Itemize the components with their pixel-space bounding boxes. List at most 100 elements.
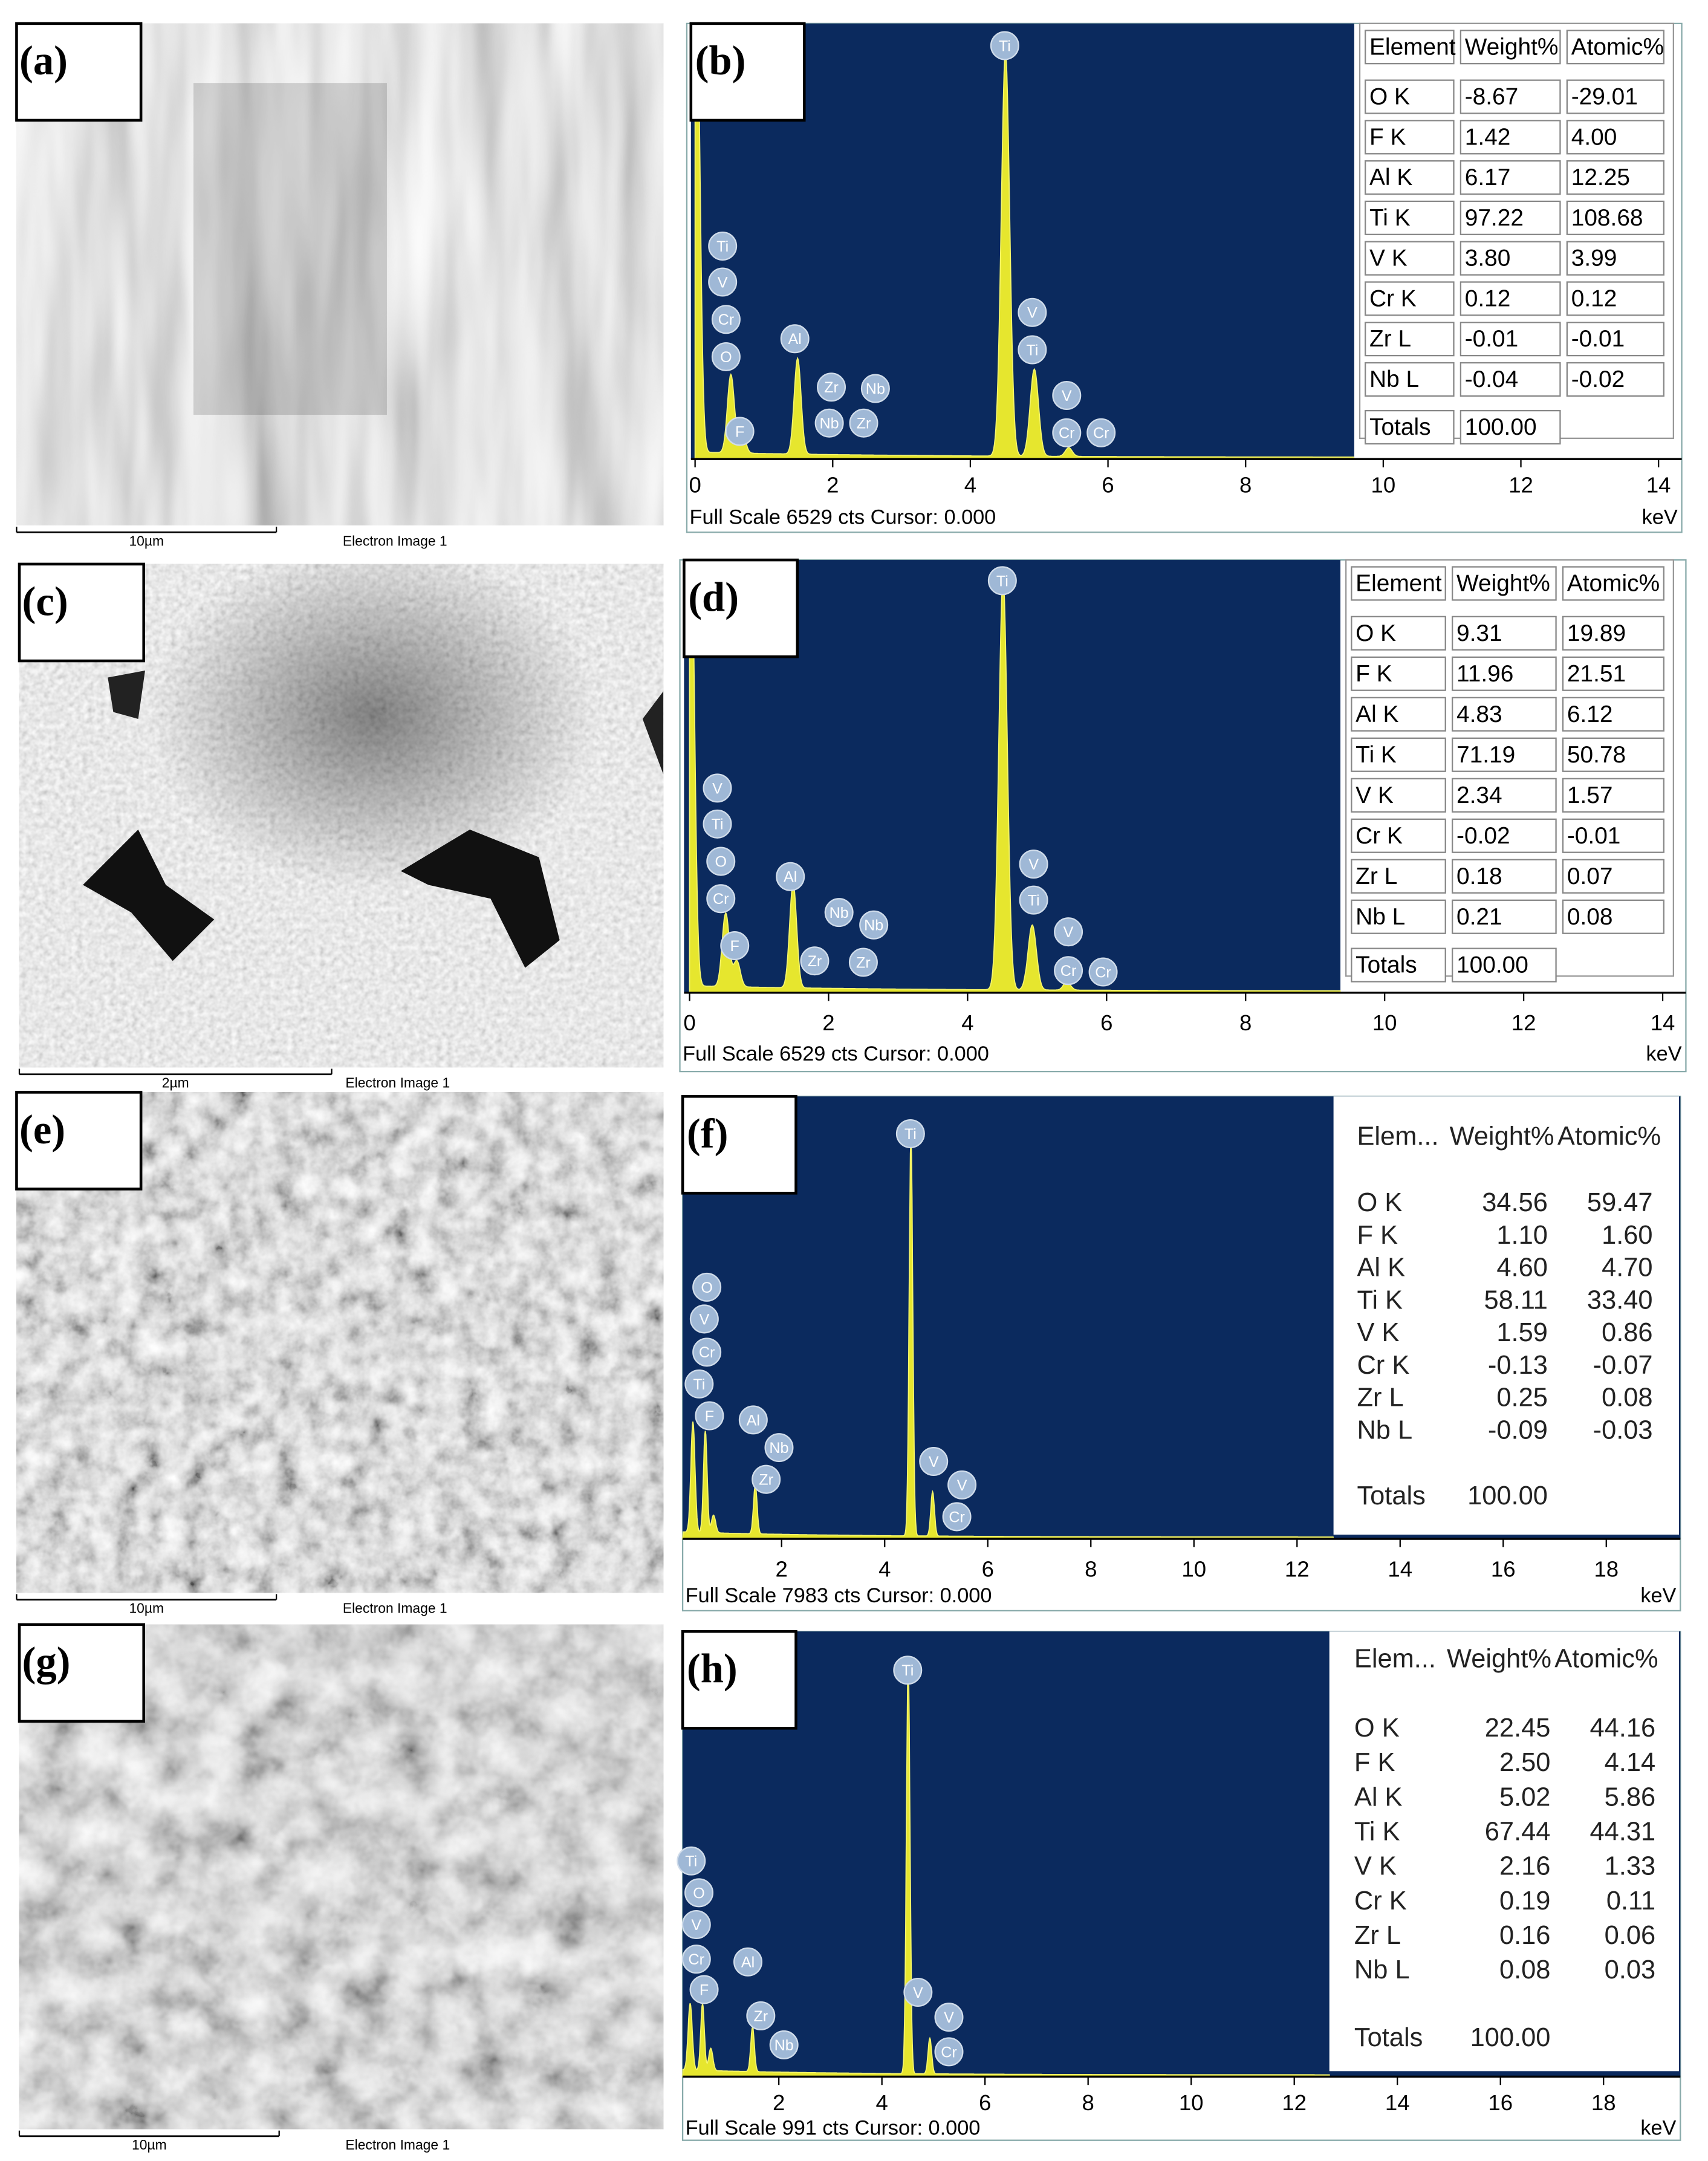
table-cell bbox=[1566, 241, 1665, 276]
table-cell-text: 108.68 bbox=[1571, 205, 1643, 231]
table-cell-text: 2.16 bbox=[1499, 1852, 1550, 1881]
peak-marker bbox=[703, 773, 732, 803]
peak-label: F bbox=[700, 1981, 709, 1998]
peak-marker bbox=[800, 946, 830, 976]
table-cell-text: Al K bbox=[1369, 164, 1412, 190]
x-tick-label: 4 bbox=[964, 473, 976, 498]
x-tick-label: 16 bbox=[1491, 1556, 1516, 1581]
axis-unit: keV bbox=[1646, 1042, 1682, 1065]
axis-unit: keV bbox=[1642, 506, 1678, 529]
table-cell-text: V K bbox=[1369, 245, 1408, 271]
table-cell bbox=[1566, 281, 1665, 316]
table-cell-text: V K bbox=[1357, 1318, 1399, 1347]
table-cell bbox=[1351, 778, 1446, 813]
table-cell-text: F K bbox=[1369, 124, 1406, 150]
table-cell bbox=[1365, 79, 1455, 114]
table-cell-text: Nb L bbox=[1356, 904, 1405, 930]
label-box bbox=[683, 558, 799, 658]
table-totals: 100.00 bbox=[1470, 2023, 1551, 2052]
table-cell bbox=[1351, 899, 1446, 934]
peak-marker bbox=[708, 267, 738, 297]
table-cell bbox=[1351, 616, 1446, 651]
peak-marker bbox=[725, 417, 755, 446]
table-cell-text: Al K bbox=[1357, 1253, 1405, 1282]
peak-marker bbox=[947, 1470, 977, 1500]
image-caption: Electron Image 1 bbox=[345, 2137, 450, 2153]
x-tick-label: 8 bbox=[1085, 1556, 1097, 1581]
peak-marker bbox=[733, 1947, 763, 1977]
peak-marker bbox=[817, 372, 846, 402]
peak-marker bbox=[1054, 956, 1083, 986]
peak-label: Zr bbox=[808, 953, 822, 970]
label-box bbox=[681, 1095, 797, 1195]
table-cell-text: Al K bbox=[1356, 701, 1398, 727]
axis-unit: keV bbox=[1640, 2116, 1676, 2139]
x-tick-label: 6 bbox=[1102, 473, 1114, 498]
peak-marker bbox=[919, 1446, 949, 1476]
table-cell-text: 4.60 bbox=[1496, 1253, 1547, 1282]
table-cell-text: 2.50 bbox=[1499, 1748, 1550, 1777]
table-header: Elem... bbox=[1357, 1122, 1438, 1151]
peak-marker bbox=[692, 1272, 722, 1302]
table-cell bbox=[1351, 656, 1446, 691]
table-cell-text: Ti K bbox=[1356, 742, 1397, 768]
peak-label: Al bbox=[784, 869, 797, 886]
table-cell-text: 4.83 bbox=[1456, 701, 1502, 727]
peak-marker bbox=[708, 232, 738, 261]
peak-label: V bbox=[712, 780, 722, 797]
peak-label: Ti bbox=[1026, 342, 1038, 359]
peak-marker bbox=[706, 884, 736, 914]
table-cell-text: Zr L bbox=[1354, 1921, 1401, 1950]
peak-label: Ti bbox=[693, 1376, 705, 1393]
x-tick-label: 12 bbox=[1282, 2090, 1307, 2115]
panel-label: (b) bbox=[695, 37, 746, 83]
table-cell-text: -0.02 bbox=[1456, 823, 1510, 849]
table-cell-text: 1.33 bbox=[1605, 1852, 1655, 1881]
table-cell bbox=[1452, 737, 1557, 772]
x-tick-label: 0 bbox=[683, 1010, 695, 1035]
image-caption: Electron Image 1 bbox=[345, 1075, 450, 1091]
table-cell-text: 0.12 bbox=[1571, 285, 1617, 311]
peak-marker bbox=[752, 1464, 781, 1494]
peak-label: Ti bbox=[685, 1853, 697, 1870]
peak-label: Cr bbox=[699, 1344, 715, 1361]
x-tick-label: 8 bbox=[1239, 1010, 1252, 1035]
table-cell-text: V K bbox=[1356, 782, 1394, 808]
table-cell bbox=[1460, 120, 1561, 155]
label-box bbox=[689, 22, 806, 122]
table-header: Weight% bbox=[1465, 34, 1559, 60]
peak-marker bbox=[689, 1975, 719, 2004]
peak-marker bbox=[764, 1433, 794, 1463]
table-cell-text: 97.22 bbox=[1465, 205, 1524, 231]
table-totals: Totals bbox=[1369, 414, 1430, 440]
peak-marker bbox=[934, 2003, 964, 2032]
peak-marker bbox=[1088, 957, 1118, 987]
x-tick-label: 4 bbox=[878, 1556, 891, 1581]
table-cell bbox=[1460, 241, 1561, 276]
peak-marker bbox=[987, 566, 1017, 596]
x-tick-label: 10 bbox=[1179, 2090, 1204, 2115]
table-cell-text: -0.01 bbox=[1567, 823, 1621, 849]
table-cell-text: 0.21 bbox=[1456, 904, 1502, 930]
peak-marker bbox=[706, 847, 736, 876]
table-cell-text: Ti K bbox=[1354, 1818, 1400, 1847]
table-cell bbox=[1365, 409, 1455, 445]
table-cell bbox=[1562, 818, 1665, 853]
table-cell-text: 9.31 bbox=[1456, 620, 1502, 646]
peak-label: V bbox=[944, 2009, 954, 2026]
spectrum-curve bbox=[689, 559, 1342, 993]
peak-marker bbox=[720, 931, 750, 961]
table-cell bbox=[1452, 859, 1557, 894]
table-cell-text: Zr L bbox=[1369, 326, 1411, 352]
spectrum-footer: Full Scale 7983 cts Cursor: 0.000 bbox=[686, 1584, 992, 1607]
peak-label: Zr bbox=[857, 415, 871, 432]
peak-marker bbox=[738, 1405, 768, 1435]
peak-label: Cr bbox=[941, 2044, 957, 2061]
peak-label: O bbox=[720, 349, 732, 366]
table-cell-text: -0.02 bbox=[1571, 366, 1625, 392]
x-tick-label: 14 bbox=[1651, 1010, 1675, 1035]
spectrum-footer: Full Scale 6529 cts Cursor: 0.000 bbox=[690, 506, 996, 529]
table-cell-text: 3.99 bbox=[1571, 245, 1617, 271]
peak-marker bbox=[684, 1369, 714, 1399]
scale-bar-label: 2µm bbox=[162, 1075, 189, 1091]
